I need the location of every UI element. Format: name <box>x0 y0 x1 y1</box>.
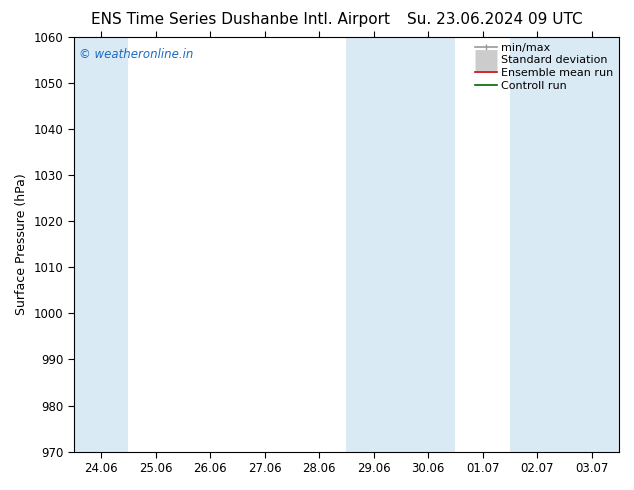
Bar <box>401 37 455 452</box>
Legend: min/max, Standard deviation, Ensemble mean run, Controll run: min/max, Standard deviation, Ensemble me… <box>474 43 614 91</box>
Text: ENS Time Series Dushanbe Intl. Airport: ENS Time Series Dushanbe Intl. Airport <box>91 12 391 27</box>
Bar <box>74 37 128 452</box>
Text: Su. 23.06.2024 09 UTC: Su. 23.06.2024 09 UTC <box>406 12 583 27</box>
Y-axis label: Surface Pressure (hPa): Surface Pressure (hPa) <box>15 173 28 315</box>
Bar <box>564 37 619 452</box>
Bar <box>346 37 401 452</box>
Text: © weatheronline.in: © weatheronline.in <box>79 48 193 60</box>
Bar <box>510 37 564 452</box>
